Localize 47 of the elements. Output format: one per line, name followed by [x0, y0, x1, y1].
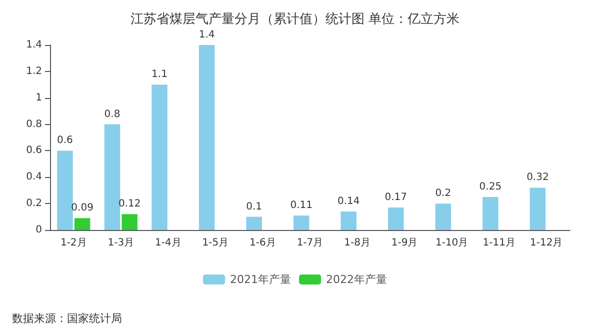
- data-label: 0.6: [57, 135, 73, 146]
- data-label: 1.4: [198, 30, 215, 40]
- data-label: 0.8: [104, 108, 120, 120]
- x-tick-label: 1-12月: [530, 238, 563, 248]
- y-tick-label: 0.2: [26, 198, 42, 210]
- y-tick-label: 0: [36, 224, 42, 236]
- x-tick-label: 1-7月: [296, 238, 324, 248]
- x-tick-label: 1-3月: [108, 238, 134, 248]
- bar: [435, 204, 452, 230]
- data-label: 0.17: [384, 192, 408, 204]
- x-tick-label: 1-10月: [435, 238, 468, 248]
- y-tick-label: 1: [36, 92, 42, 104]
- x-tick-label: 1-6月: [250, 238, 276, 248]
- bar: [104, 124, 120, 230]
- x-tick-label: 1-4月: [155, 238, 182, 248]
- data-label: 0.14: [337, 196, 360, 207]
- chart-title: 江苏省煤层气产量分月（累计值）统计图 单位：亿立方米: [130, 11, 460, 27]
- x-tick-label: 1-5月: [202, 238, 229, 248]
- data-label: 0.2: [435, 188, 452, 200]
- data-label: 0.25: [479, 181, 502, 192]
- x-tick-label: 1-2月: [60, 238, 87, 248]
- bar: [246, 216, 262, 230]
- x-tick-label: 1-9月: [391, 238, 418, 248]
- bar: [74, 218, 90, 230]
- bar: [530, 188, 546, 230]
- data-label: 0.32: [526, 172, 549, 184]
- y-tick-label: 1.4: [26, 40, 42, 50]
- legend-label: 2022年产量: [326, 273, 387, 286]
- y-tick-label: 0.6: [26, 145, 42, 156]
- y-tick-label: 0.4: [26, 172, 42, 183]
- bar: [482, 196, 498, 230]
- y-tick-label: 1.2: [26, 66, 42, 77]
- data-label: 0.1: [246, 201, 262, 212]
- data-label: 0.11: [290, 200, 312, 211]
- legend-label: 2021年产量: [230, 273, 292, 286]
- x-tick-label: 1-11月: [482, 238, 516, 248]
- bar: [198, 45, 215, 230]
- x-tick-label: 1-8月: [344, 238, 370, 248]
- data-label: 1.1: [152, 69, 168, 80]
- bar: [122, 214, 138, 230]
- bar: [340, 212, 356, 230]
- source-note: 数据来源：国家统计局: [12, 312, 122, 325]
- bar: [293, 215, 310, 230]
- bar: [388, 208, 404, 230]
- y-tick-label: 0.8: [26, 118, 42, 130]
- bar: [57, 150, 73, 230]
- bar: [152, 84, 168, 230]
